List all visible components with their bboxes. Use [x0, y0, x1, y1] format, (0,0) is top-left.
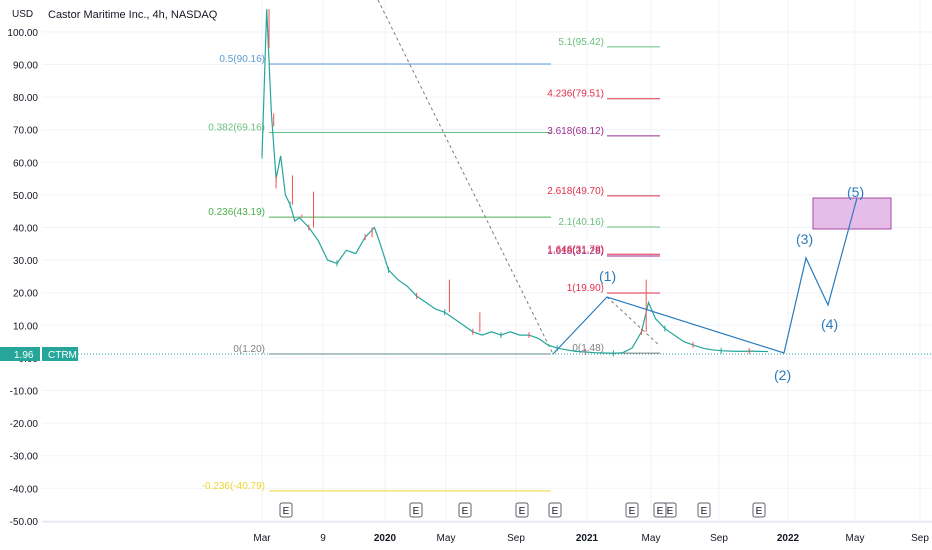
y-tick-label: 10.00: [13, 321, 38, 332]
earnings-marker-label: E: [667, 506, 674, 517]
fib-retracement-label: 0.382(69.16): [208, 122, 265, 133]
earnings-marker[interactable]: [653, 502, 667, 518]
fib-extension-label: 2.1(40.16): [558, 217, 604, 228]
earnings-marker-label: E: [283, 506, 290, 517]
wave-label-3: (3): [796, 231, 813, 247]
fib-extension-label: 1(19.90): [567, 283, 604, 294]
dashed-trend-line: [377, 0, 554, 355]
earnings-marker[interactable]: [548, 502, 562, 518]
x-tick-label: 2022: [777, 533, 800, 544]
y-tick-label: 20.00: [13, 289, 38, 300]
chart-title: Castor Maritime Inc., 4h, NASDAQ: [48, 9, 218, 21]
fib-retracement-label: -0.236(-40.79): [202, 481, 265, 492]
x-tick-label: May: [437, 533, 456, 544]
y-tick-label: 50.00: [13, 191, 38, 202]
wave-label-4: (4): [821, 316, 838, 332]
earnings-marker[interactable]: [458, 502, 472, 518]
fib-retracement-label: 0.236(43.19): [208, 207, 265, 218]
earnings-marker[interactable]: [515, 502, 529, 518]
y-tick-label: 30.00: [13, 256, 38, 267]
fib-extension-label: 2.618(49.70): [547, 186, 604, 197]
earnings-marker-label: E: [657, 506, 664, 517]
fib-extension-label: 3.618(68.12): [547, 126, 604, 137]
fib-retracement-label: 0(1.20): [233, 344, 265, 355]
y-axis: 110.00100.0090.0080.0070.0060.0050.0040.…: [7, 0, 38, 528]
last-price-value: 1.96: [14, 350, 34, 361]
y-tick-label: 90.00: [13, 61, 38, 72]
y-tick-label: 80.00: [13, 93, 38, 104]
y-tick-label: -50.00: [10, 517, 39, 528]
fib-retracement-label: 0.5(90.16): [219, 54, 265, 65]
gridlines: [42, 0, 932, 522]
earnings-marker[interactable]: [625, 502, 639, 518]
x-tick-label: 9: [320, 533, 326, 544]
y-tick-label: -10.00: [10, 387, 39, 398]
x-tick-label: Sep: [911, 533, 929, 544]
earnings-marker-label: E: [519, 506, 526, 517]
earnings-marker-label: E: [413, 506, 420, 517]
y-tick-label: 70.00: [13, 126, 38, 137]
earnings-marker-label: E: [756, 506, 763, 517]
earnings-marker-label: E: [552, 506, 559, 517]
wave-label-2: (2): [774, 367, 791, 383]
y-tick-label: 100.00: [7, 28, 38, 39]
x-tick-label: Mar: [253, 533, 271, 544]
x-tick-label: Sep: [507, 533, 525, 544]
fib-extension-label: 0(1.48): [572, 343, 604, 354]
fib-extension-group: 5.1(95.42) 4.236(79.51) 3.618(68.12) 2.618(…: [547, 37, 660, 354]
earnings-marker-label: E: [701, 506, 708, 517]
wave-label-1: (1): [599, 268, 616, 284]
y-tick-label: -30.00: [10, 452, 39, 463]
earnings-marker[interactable]: [409, 502, 423, 518]
earnings-marker[interactable]: [752, 502, 766, 518]
dashed-trend-line-2: [606, 296, 661, 347]
y-tick-label: 40.00: [13, 224, 38, 235]
earnings-markers: E E E E E E E E EE: [279, 502, 766, 518]
earnings-marker[interactable]: [279, 502, 293, 518]
x-tick-label: May: [846, 533, 865, 544]
price-line: [261, 9, 769, 354]
x-axis: Mar 9 2020 May Sep 2021 May Sep 2022 May Sep: [253, 533, 929, 544]
x-tick-label: 2021: [576, 533, 599, 544]
fib-extension-label: 1.618(31.28): [547, 246, 604, 257]
y-tick-label: -40.00: [10, 484, 39, 495]
price-series: [261, 9, 769, 357]
symbol-box: [42, 347, 78, 361]
y-tick-label: 60.00: [13, 158, 38, 169]
earnings-marker-label: E: [629, 506, 636, 517]
fib-retracement-group: 0.5(90.16) 0.382(69.16) 0.236(43.19) 0(1.20…: [202, 54, 551, 492]
x-tick-label: Sep: [710, 533, 728, 544]
y-tick-label: -20.00: [10, 419, 39, 430]
x-tick-label: May: [642, 533, 661, 544]
wave-label-5: (5): [847, 184, 864, 200]
y-axis-unit-box: [0, 0, 42, 22]
fib-extension-label: 5.1(95.42): [558, 37, 604, 48]
target-box[interactable]: [812, 197, 892, 230]
y-axis-unit: USD: [12, 9, 33, 20]
elliott-wave-path[interactable]: [552, 197, 858, 355]
x-tick-label: 2020: [374, 533, 397, 544]
earnings-marker[interactable]: [697, 502, 711, 518]
fib-extension-label: 4.236(79.51): [547, 89, 604, 100]
last-price-value-box: [0, 347, 40, 361]
symbol-label: CTRM: [48, 350, 77, 361]
fib-extension-label: 1.646(31.78): [547, 244, 604, 255]
wave-labels: (1) (2) (3) (4) (5): [599, 184, 864, 383]
earnings-marker-label: E: [462, 506, 469, 517]
last-price-badge[interactable]: 1.96 CTRM: [0, 347, 78, 361]
